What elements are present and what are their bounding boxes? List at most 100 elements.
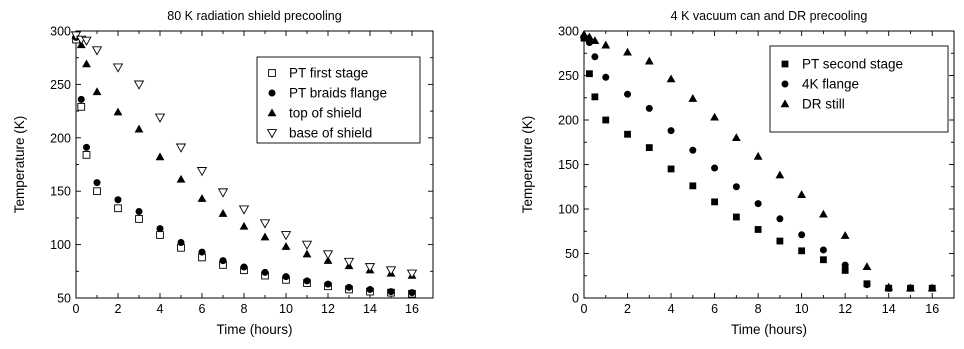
legend-label: PT braids flange: [289, 86, 387, 101]
legend-box: [256, 56, 421, 144]
y-tick-label: 200: [50, 131, 71, 145]
legend-label: base of shield: [289, 126, 372, 141]
data-point: [92, 87, 102, 96]
y-tick-label: 300: [50, 25, 71, 39]
legend-marker: [781, 80, 789, 88]
data-point: [218, 209, 228, 217]
data-point: [219, 257, 227, 265]
legend-marker: [267, 108, 277, 117]
data-point: [217, 188, 229, 198]
data-point: [841, 261, 849, 269]
x-tick-label: 10: [795, 302, 809, 316]
data-point: [624, 130, 631, 138]
data-point: [114, 204, 122, 213]
data-point: [345, 283, 353, 291]
data-point: [77, 102, 86, 111]
data-point: [364, 263, 376, 273]
data-point: [322, 250, 334, 260]
data-point: [198, 248, 206, 256]
y-tick-label: 200: [558, 114, 579, 128]
y-tick-label: 0: [572, 292, 579, 306]
data-point: [819, 246, 827, 254]
data-point: [644, 56, 654, 65]
x-tick-label: 2: [115, 302, 122, 316]
y-tick-label: 250: [558, 69, 579, 83]
data-point: [732, 183, 740, 191]
data-point: [93, 179, 101, 187]
chart-title: 80 K radiation shield precooling: [167, 9, 341, 23]
data-point: [135, 207, 143, 215]
data-point: [91, 46, 103, 56]
data-point: [343, 257, 355, 268]
x-tick-label: 0: [581, 302, 588, 316]
data-point: [775, 170, 785, 179]
data-point: [689, 182, 697, 190]
data-point: [112, 63, 124, 73]
data-point: [134, 124, 144, 133]
x-axis-label: Time (hours): [731, 322, 807, 337]
series-2: [580, 33, 936, 292]
data-point: [323, 256, 333, 264]
data-point: [154, 113, 166, 123]
data-point: [406, 269, 418, 279]
data-point: [797, 190, 807, 198]
data-point: [602, 73, 610, 81]
data-point: [591, 53, 599, 61]
legend-label: PT second stage: [802, 57, 903, 72]
x-tick-label: 6: [199, 302, 206, 316]
y-tick-label: 100: [558, 203, 579, 217]
data-point: [591, 93, 599, 101]
data-point: [798, 231, 806, 239]
data-point: [732, 213, 740, 221]
data-point: [602, 116, 610, 124]
data-point: [240, 263, 248, 271]
data-point: [776, 215, 784, 223]
data-point: [177, 238, 185, 246]
data-point: [711, 164, 719, 172]
chart-title: 4 K vacuum can and DR precooling: [671, 9, 868, 23]
data-point: [261, 268, 269, 276]
data-point: [260, 232, 270, 241]
legend: PT first stage PT braids flange top of shi…: [256, 56, 421, 144]
data-point: [863, 281, 871, 289]
legend-label: 4K flange: [802, 77, 859, 92]
data-point: [196, 167, 208, 177]
x-tick-label: 14: [882, 302, 896, 316]
data-point: [819, 209, 828, 218]
x-tick-label: 12: [321, 302, 335, 316]
data-point: [282, 273, 290, 281]
data-point: [113, 107, 123, 116]
legend-marker: [781, 60, 789, 68]
data-point: [579, 29, 589, 38]
legend: PT second stage 4K flange DR still: [769, 45, 949, 133]
data-point: [754, 200, 762, 208]
data-point: [841, 267, 849, 274]
data-point: [155, 152, 165, 161]
data-point: [238, 205, 250, 215]
data-point: [906, 283, 915, 292]
data-point: [133, 80, 145, 90]
data-point: [820, 256, 827, 264]
x-tick-label: 10: [279, 302, 293, 316]
data-point: [156, 231, 164, 239]
data-point: [156, 225, 164, 233]
data-point: [585, 39, 593, 47]
x-tick-label: 8: [755, 302, 762, 316]
data-point: [281, 242, 291, 250]
data-point: [77, 95, 85, 103]
legend-label: PT first stage: [289, 66, 368, 81]
data-point: [81, 36, 92, 46]
data-point: [731, 133, 741, 141]
legend-marker: [268, 89, 276, 97]
data-point: [710, 112, 719, 121]
y-tick-label: 50: [57, 292, 71, 306]
data-point: [280, 231, 292, 241]
data-point: [176, 174, 186, 183]
data-point: [776, 237, 784, 245]
data-point: [83, 143, 90, 151]
x-tick-label: 16: [405, 302, 419, 316]
data-point: [623, 47, 632, 56]
data-point: [82, 151, 91, 159]
y-tick-label: 250: [50, 78, 71, 92]
y-tick-label: 100: [50, 238, 71, 252]
